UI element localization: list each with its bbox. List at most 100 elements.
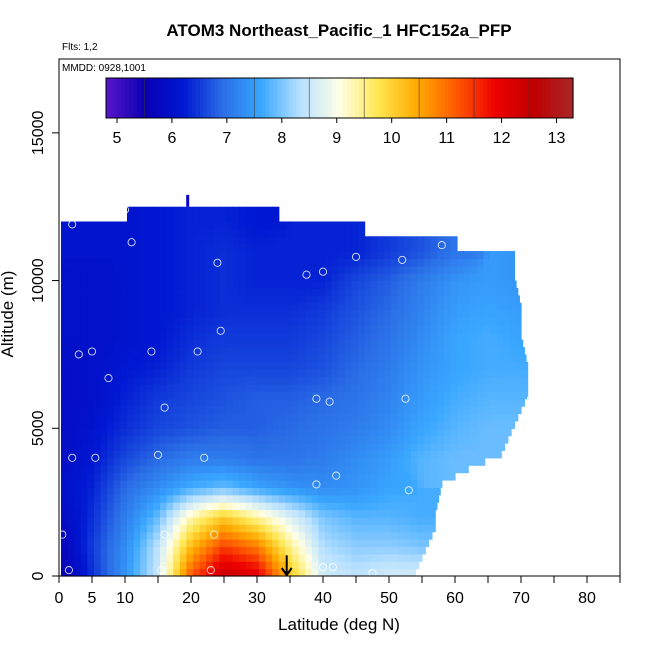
- heatmap-cell: [410, 428, 418, 437]
- heatmap-cell: [430, 457, 438, 466]
- heatmap-cell: [107, 420, 115, 429]
- heatmap-cell: [278, 383, 286, 392]
- heatmap-cell: [417, 406, 425, 415]
- heatmap-cell: [285, 479, 293, 488]
- heatmap-cell: [74, 524, 82, 533]
- heatmap-cell: [126, 376, 135, 385]
- heatmap-cell: [100, 391, 108, 400]
- heatmap-cell: [146, 568, 154, 577]
- heatmap-cell: [324, 391, 333, 400]
- heatmap-cell: [206, 568, 214, 577]
- heatmap-cell: [390, 568, 399, 577]
- heatmap-cell: [331, 413, 339, 422]
- heatmap-cell: [179, 561, 187, 570]
- heatmap-cell: [298, 221, 306, 230]
- heatmap-cell: [305, 383, 313, 392]
- heatmap-cell: [133, 413, 141, 422]
- heatmap-cell: [318, 243, 326, 252]
- colorbar-segment: [553, 78, 559, 118]
- heatmap-cell: [443, 287, 451, 296]
- heatmap-cell: [291, 287, 300, 296]
- colorbar-segment: [541, 78, 547, 118]
- heatmap-cell: [305, 472, 313, 481]
- heatmap-cell: [80, 509, 88, 518]
- heatmap-cell: [443, 258, 451, 267]
- heatmap-cell: [311, 280, 319, 289]
- heatmap-cell: [120, 435, 128, 444]
- heatmap-cell: [509, 302, 517, 311]
- heatmap-cell: [265, 332, 273, 341]
- colorbar-segment: [304, 78, 309, 118]
- heatmap-cell: [239, 243, 247, 252]
- heatmap-cell: [272, 568, 280, 577]
- heatmap-cell: [212, 302, 220, 311]
- heatmap-cell: [417, 435, 425, 444]
- colorbar-segment: [214, 78, 220, 118]
- heatmap-cell: [285, 310, 293, 319]
- heatmap-cell: [437, 420, 445, 429]
- heatmap-cell: [397, 546, 405, 555]
- heatmap-cell: [126, 531, 135, 540]
- sample-point: [437, 241, 446, 250]
- heatmap-cell: [206, 398, 214, 407]
- heatmap-cell: [74, 487, 82, 496]
- heatmap-cell: [377, 546, 385, 555]
- heatmap-cell: [192, 420, 201, 429]
- heatmap-cell: [153, 258, 161, 267]
- heatmap-cell: [107, 317, 115, 326]
- heatmap-cell: [357, 221, 366, 230]
- heatmap-cell: [153, 273, 161, 282]
- heatmap-cell: [212, 317, 220, 326]
- heatmap-cell: [225, 258, 234, 267]
- heatmap-cell: [146, 251, 154, 260]
- heatmap-cell: [173, 561, 181, 570]
- heatmap-cell: [159, 428, 168, 437]
- heatmap-cell: [206, 494, 214, 503]
- heatmap-cell: [173, 435, 181, 444]
- heatmap-cell: [298, 280, 306, 289]
- heatmap-cell: [60, 228, 69, 237]
- heatmap-cell: [146, 287, 154, 296]
- heatmap-cell: [186, 324, 194, 333]
- heatmap-cell: [371, 280, 379, 289]
- heatmap-cell: [265, 465, 273, 474]
- heatmap-cell: [60, 516, 69, 525]
- heatmap-cell: [219, 347, 227, 356]
- heatmap-cell: [140, 236, 148, 245]
- heatmap-cell: [192, 450, 201, 459]
- heatmap-cell: [377, 420, 385, 429]
- heatmap-cell: [232, 376, 240, 385]
- heatmap-cell: [417, 302, 425, 311]
- heatmap-cell: [245, 450, 253, 459]
- heatmap-cell: [377, 568, 385, 577]
- heatmap-cell: [456, 369, 465, 378]
- heatmap-cell: [239, 420, 247, 429]
- heatmap-cell: [265, 561, 273, 570]
- heatmap-cell: [298, 369, 306, 378]
- heatmap-cell: [173, 383, 181, 392]
- heatmap-cell: [351, 295, 359, 304]
- heatmap-cell: [278, 516, 286, 525]
- heatmap-cell: [239, 287, 247, 296]
- heatmap-cell: [410, 487, 418, 496]
- heatmap-cell: [126, 406, 135, 415]
- heatmap-cell: [126, 206, 135, 215]
- heatmap-cell: [192, 347, 201, 356]
- heatmap-cell: [311, 465, 319, 474]
- heatmap-cell: [364, 406, 372, 415]
- heatmap-cell: [133, 376, 141, 385]
- heatmap-cell: [93, 420, 102, 429]
- heatmap-cell: [93, 539, 102, 548]
- heatmap-cell: [285, 524, 293, 533]
- heatmap-cell: [239, 413, 247, 422]
- heatmap-cell: [318, 324, 326, 333]
- heatmap-cell: [219, 214, 227, 223]
- colorbar-segment: [432, 78, 438, 118]
- heatmap-cell: [74, 546, 82, 555]
- heatmap-cell: [357, 479, 366, 488]
- heatmap-cell: [390, 457, 399, 466]
- heatmap-cell: [377, 295, 385, 304]
- heatmap-cell: [503, 258, 511, 267]
- heatmap-cell: [199, 472, 207, 481]
- heatmap-cell: [232, 236, 240, 245]
